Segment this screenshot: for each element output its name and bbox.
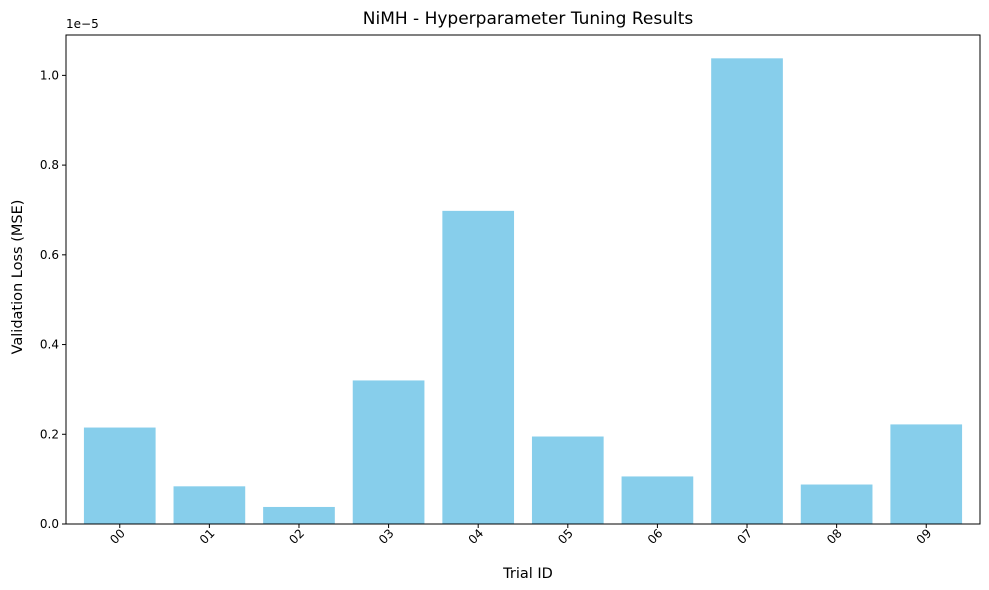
x-tick-label-00: 00	[107, 526, 128, 547]
x-tick-label-09: 09	[914, 526, 935, 547]
bar-01	[173, 486, 246, 524]
x-tick-label-04: 04	[466, 526, 487, 547]
y-tick-label-2: 0.4	[40, 338, 59, 352]
bar-04	[442, 210, 515, 525]
y-tick-label-4: 0.8	[40, 158, 59, 172]
x-tick-label-02: 02	[286, 526, 307, 547]
y-axis-label: Validation Loss (MSE)	[10, 200, 26, 355]
bar-05	[531, 436, 604, 524]
x-tick-label-05: 05	[555, 526, 576, 547]
bar-09	[890, 424, 963, 524]
x-tick-label-01: 01	[197, 526, 218, 547]
bar-08	[800, 484, 873, 524]
y-offset-label: 1e−5	[66, 17, 99, 31]
bar-03	[352, 380, 425, 524]
x-tick-label-07: 07	[734, 526, 755, 547]
bar-07	[711, 58, 783, 525]
x-tick-label-08: 08	[824, 526, 845, 547]
y-tick-label-1: 0.2	[40, 427, 59, 441]
x-axis: 00 01 02 03 04 05 06 07 08 09	[107, 524, 934, 547]
chart-title: NiMH - Hyperparameter Tuning Results	[363, 9, 694, 29]
bar-00	[83, 427, 156, 524]
y-axis: 0.0 0.2 0.4 0.6 0.8 1.0	[40, 68, 66, 531]
bar-06	[621, 476, 694, 524]
x-tick-label-03: 03	[376, 526, 397, 547]
y-tick-label-0: 0.0	[40, 517, 59, 531]
plot-frame	[65, 34, 981, 525]
x-axis-label: Trial ID	[502, 566, 553, 582]
y-tick-label-5: 1.0	[40, 68, 59, 82]
bars-group	[83, 58, 963, 525]
x-tick-label-06: 06	[645, 526, 666, 547]
y-tick-label-3: 0.6	[40, 248, 59, 262]
bar-02	[263, 506, 335, 524]
